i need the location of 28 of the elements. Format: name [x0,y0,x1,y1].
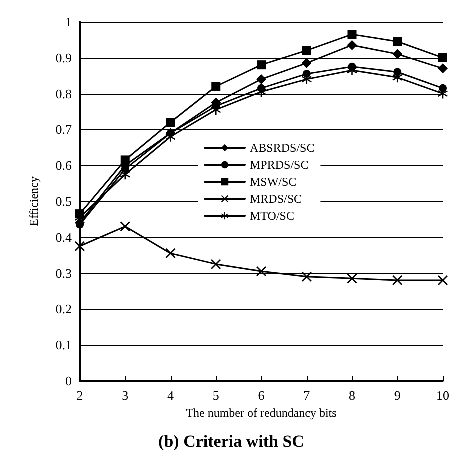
y-tick-label: 0.3 [56,266,72,281]
x-tick-label: 6 [258,388,266,403]
x-tick-label: 5 [212,388,220,403]
y-tick-label: 0 [66,374,72,388]
legend-label: ABSRDS/SC [250,141,315,155]
x-tick-label: 3 [122,388,129,403]
legend-label: MPRDS/SC [250,158,309,172]
x-axis-title: The number of redundancy bits [186,406,338,420]
x-tick-label: 9 [394,388,401,403]
text: (b) Criteria with SC [158,432,304,451]
y-tick-label: 0.7 [56,122,72,138]
y-tick-label: 0.6 [56,158,72,174]
x-tick-label: 2 [76,388,84,403]
y-tick-label: 0.1 [56,338,72,353]
y-tick-label: 0.2 [56,302,72,317]
legend-label: MSW/SC [250,175,297,189]
legend-label: MTO/SC [250,209,294,223]
y-tick-label: 1 [66,14,72,30]
y-tick-label: 0.4 [56,230,72,245]
x-tick-label: 7 [304,388,311,403]
y-tick-label: 0.5 [56,194,72,209]
x-tick-label: 10 [436,388,450,403]
y-tick-label: 0.9 [56,50,72,66]
x-tick-label: 4 [168,388,174,403]
y-tick-label: 0.8 [56,86,72,102]
x-tick-label: 8 [349,388,356,403]
legend-label: MRDS/SC [250,192,302,206]
y-axis-title: Efficiency [27,176,41,226]
